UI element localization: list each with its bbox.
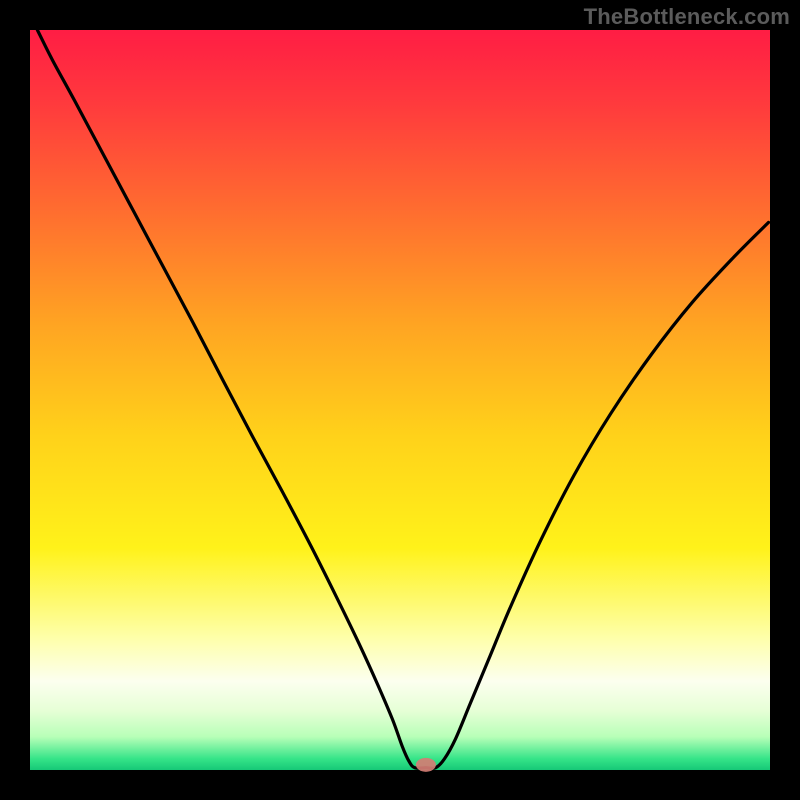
chart-stage: TheBottleneck.com <box>0 0 800 800</box>
watermark-text: TheBottleneck.com <box>584 4 790 30</box>
optimal-point-marker <box>416 758 436 772</box>
bottleneck-chart-svg <box>0 0 800 800</box>
plot-gradient-background <box>30 30 770 770</box>
